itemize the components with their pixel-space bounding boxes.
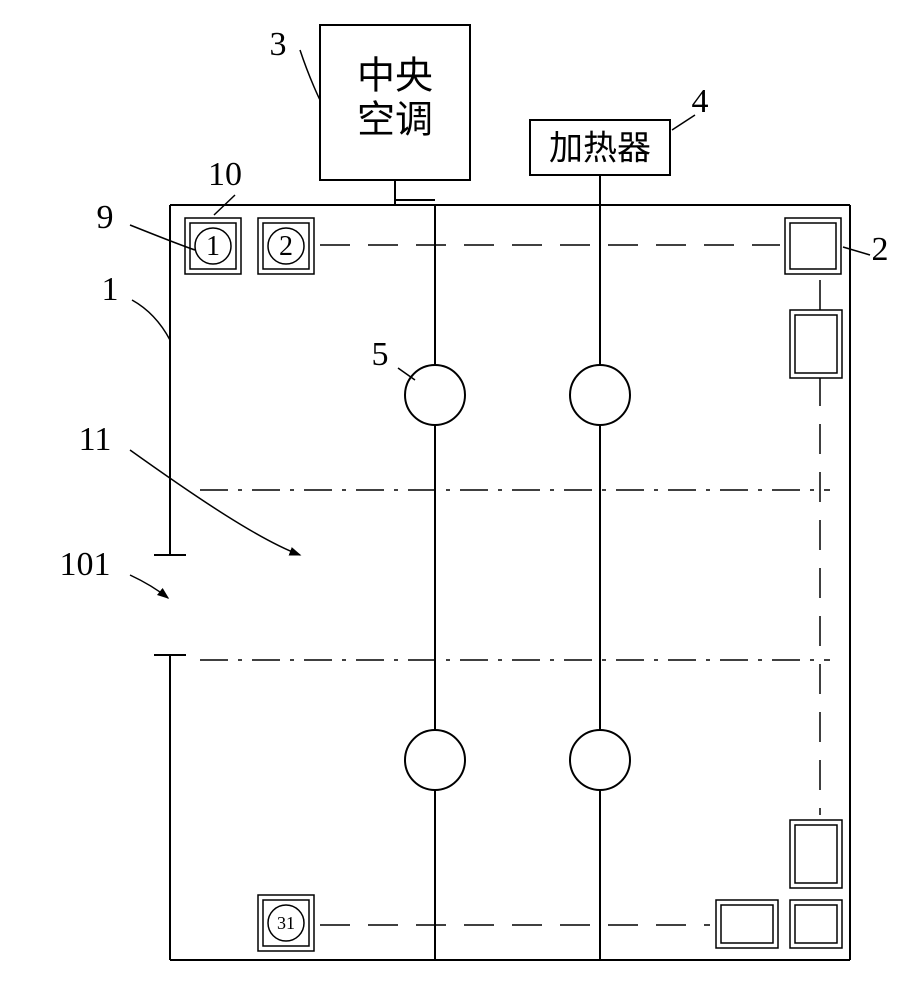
callout-num-4: 4: [692, 83, 709, 120]
callout-leader-3: [300, 50, 320, 100]
duct-outlet-circle-1: [405, 365, 465, 425]
callout-num-9: 9: [97, 199, 114, 236]
callout-num-1: 1: [102, 271, 119, 308]
outlet-num-2: 2: [279, 231, 293, 262]
callout-num-101: 101: [60, 546, 111, 583]
callout-num-11: 11: [79, 421, 112, 458]
duct-outlet-circle-2: [570, 365, 630, 425]
callout-num-10: 10: [208, 156, 242, 193]
outlet-outer-6: [790, 820, 842, 888]
outlet-num-5: 31: [277, 913, 295, 933]
ac-label-line1: 中央: [357, 56, 433, 98]
heater-label: 加热器: [549, 130, 651, 168]
outlet-outer-3: [785, 218, 841, 274]
outlet-outer-4: [790, 310, 842, 378]
callout-leader-101: [130, 575, 168, 598]
callout-num-5: 5: [372, 336, 389, 373]
callout-num-3: 3: [270, 26, 287, 63]
outlet-outer-8: [790, 900, 842, 948]
callout-leader-1: [132, 300, 170, 340]
callout-leader-2: [843, 247, 870, 255]
outlet-outer-7: [716, 900, 778, 948]
callout-leader-11: [130, 450, 300, 555]
duct-outlet-circle-3: [405, 730, 465, 790]
ac-label-line2: 空调: [357, 100, 433, 142]
duct-outlet-circle-4: [570, 730, 630, 790]
callout-num-2: 2: [872, 231, 889, 268]
outlet-num-1: 1: [206, 231, 220, 262]
